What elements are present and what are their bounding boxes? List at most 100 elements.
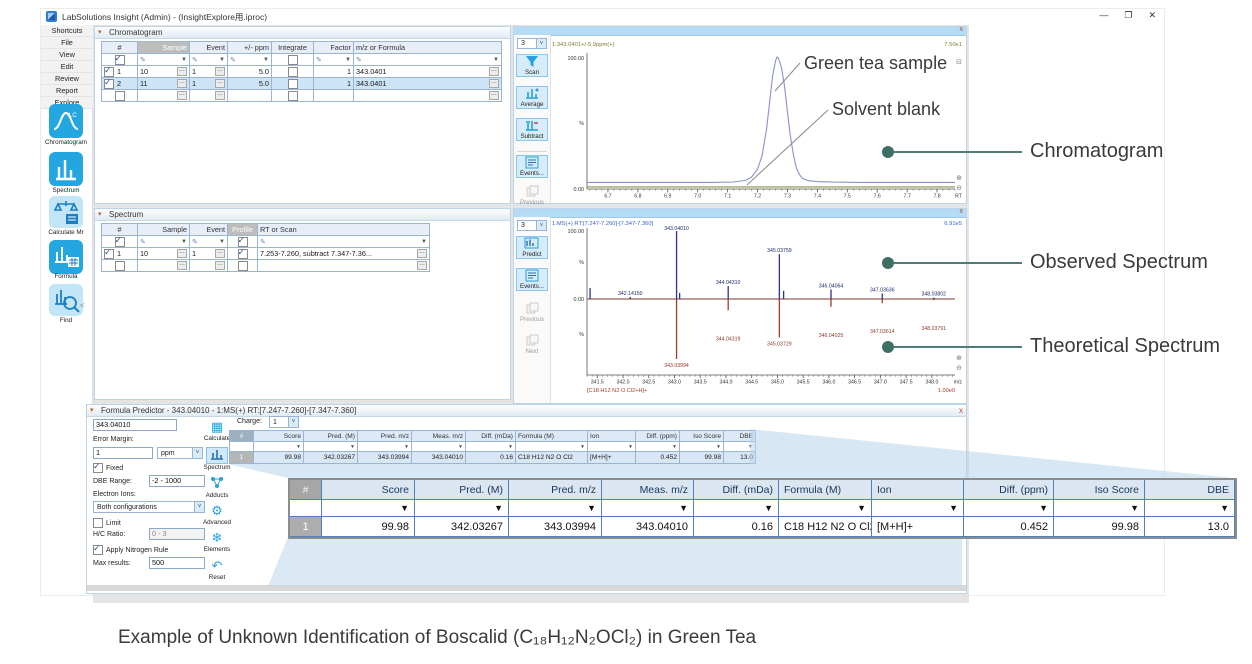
sidebar-item-report[interactable]: Report xyxy=(41,85,93,97)
header-row[interactable]: # Sample Event +/- ppm Integrate Factor m/z or… xyxy=(102,42,502,54)
empty-row[interactable] xyxy=(102,90,502,102)
filter-funnel-icon[interactable] xyxy=(508,444,513,450)
spectrum-plot[interactable]: 341.5 342.0 342.5 343.0 343.5 344.0 344.5 345.0… xyxy=(551,218,963,402)
target-mass-input[interactable]: 343.04010 xyxy=(93,419,177,431)
checkbox[interactable] xyxy=(237,248,248,259)
pencil-edit-icon[interactable] xyxy=(260,238,266,246)
events-button[interactable]: Events... xyxy=(516,268,548,291)
next-button[interactable]: Next xyxy=(516,334,548,355)
error-margin-input[interactable]: 1 xyxy=(93,447,153,459)
sidebar-item-edit[interactable]: Edit xyxy=(41,61,93,73)
filter-funnel-icon[interactable] xyxy=(679,503,688,513)
spectrum-tool-icon[interactable] xyxy=(49,152,83,186)
filter-funnel-icon[interactable] xyxy=(764,503,773,513)
ellipsis-button[interactable] xyxy=(417,249,427,258)
filter-funnel-icon[interactable] xyxy=(181,57,187,63)
collapse-triangle-icon[interactable]: ▾ xyxy=(98,29,102,36)
checkbox[interactable] xyxy=(114,236,125,247)
scan-button[interactable]: Scan xyxy=(516,54,548,77)
checkbox[interactable] xyxy=(93,518,103,528)
pencil-edit-icon[interactable] xyxy=(356,56,362,64)
table-row[interactable]: 1101 7.253-7.260, subtract 7.347-7.36... xyxy=(102,248,430,260)
events-button[interactable]: Events... xyxy=(516,155,548,178)
filter-funnel-icon[interactable] xyxy=(857,503,866,513)
find-tool-icon[interactable] xyxy=(49,284,83,316)
maximize-button[interactable]: ❐ xyxy=(1124,10,1133,20)
checkbox[interactable] xyxy=(114,260,125,271)
checkbox[interactable] xyxy=(104,78,114,89)
calculate-mr-tool-icon[interactable] xyxy=(49,196,83,228)
checkbox[interactable] xyxy=(237,260,248,271)
reset-button[interactable]: ↶ Reset xyxy=(199,557,235,581)
filter-funnel-icon[interactable] xyxy=(421,239,427,245)
filter-funnel-icon[interactable] xyxy=(350,444,355,450)
collapse-triangle-icon[interactable]: ▾ xyxy=(90,407,94,414)
filter-funnel-icon[interactable] xyxy=(628,444,633,450)
calculate-button[interactable]: ▦ Calculate xyxy=(203,419,231,442)
nitrogen-rule-checkbox-row[interactable]: Apply Nitrogen Rule xyxy=(93,543,168,555)
ellipsis-button[interactable] xyxy=(215,67,225,76)
spectrum-button[interactable]: Spectrum xyxy=(199,447,235,471)
filter-funnel-icon[interactable] xyxy=(672,444,677,450)
empty-row[interactable] xyxy=(102,260,430,272)
minimize-button[interactable]: — xyxy=(1099,10,1109,20)
sidebar-item-file[interactable]: File xyxy=(41,37,93,49)
pencil-edit-icon[interactable] xyxy=(230,56,236,64)
chromatogram-tool-icon[interactable]: LC xyxy=(49,104,83,138)
previous-button[interactable]: Previous xyxy=(516,185,548,206)
filter-funnel-icon[interactable] xyxy=(400,503,409,513)
panel-resize-bar[interactable] xyxy=(87,585,966,591)
ellipsis-button[interactable] xyxy=(215,79,225,88)
fixed-checkbox-row[interactable]: Fixed xyxy=(93,461,123,473)
collapse-triangle-icon[interactable]: ▾ xyxy=(98,211,102,218)
header-row[interactable]: # Score Pred. (M) Pred. m/z Meas. m/z Diff. (… xyxy=(230,431,756,442)
hc-ratio-input[interactable]: 0 - 3 xyxy=(149,528,205,540)
formula-tool-icon[interactable] xyxy=(49,240,83,274)
subtract-button[interactable]: Subtract xyxy=(516,118,548,141)
filter-row[interactable] xyxy=(230,442,756,452)
header-row[interactable]: # Sample Event Profile RT or Scan xyxy=(102,224,430,236)
result-row[interactable]: 1 99.98 342.03267 343.03994 343.04010 0.16 C18… xyxy=(230,452,756,464)
checkbox[interactable] xyxy=(237,236,248,247)
predict-button[interactable]: Predict xyxy=(516,236,548,259)
filter-funnel-icon[interactable] xyxy=(716,444,721,450)
checkbox[interactable] xyxy=(114,54,125,65)
checkbox[interactable] xyxy=(287,78,298,89)
previous-button[interactable]: Previous xyxy=(516,302,548,323)
ellipsis-button[interactable] xyxy=(177,249,187,258)
average-button[interactable]: Average xyxy=(516,86,548,109)
ellipsis-button[interactable] xyxy=(417,261,427,270)
ellipsis-button[interactable] xyxy=(177,91,187,100)
charge-dropdown[interactable]: 1 xyxy=(269,416,299,428)
filter-funnel-icon[interactable] xyxy=(219,57,225,63)
limit-checkbox-row[interactable]: Limit xyxy=(93,518,121,528)
checkbox[interactable] xyxy=(104,66,114,77)
filter-funnel-icon[interactable] xyxy=(219,239,225,245)
dbe-range-input[interactable]: -2 - 1000 xyxy=(149,475,205,487)
pencil-edit-icon[interactable] xyxy=(192,238,198,246)
filter-funnel-icon[interactable] xyxy=(296,444,301,450)
filter-funnel-icon[interactable] xyxy=(263,57,269,63)
filter-funnel-icon[interactable] xyxy=(580,444,585,450)
checkbox[interactable] xyxy=(93,461,103,473)
sidebar-item-shortcuts[interactable]: Shortcuts xyxy=(41,25,93,37)
trace-count-dropdown[interactable]: 3 xyxy=(517,220,547,231)
result-row[interactable]: 1 99.98 342.03267 343.03994 343.04010 0.16 C18… xyxy=(290,517,1235,537)
filter-row[interactable] xyxy=(102,54,502,66)
filter-funnel-icon[interactable] xyxy=(404,444,409,450)
elements-button[interactable]: ❄ Elements xyxy=(203,530,231,553)
close-icon[interactable]: x xyxy=(959,208,964,215)
chromatogram-plot[interactable]: 6.7 6.8 6.9 7.0 7.1 7.2 7.3 7.4 7.5 7.6 7.7 7.8 RT 10… xyxy=(551,39,963,203)
checkbox[interactable] xyxy=(114,90,125,101)
checkbox[interactable] xyxy=(104,248,114,259)
filter-funnel-icon[interactable] xyxy=(1130,503,1139,513)
close-icon[interactable]: x xyxy=(959,406,963,415)
close-icon[interactable]: x xyxy=(959,26,964,33)
ellipsis-button[interactable] xyxy=(177,261,187,270)
filter-funnel-icon[interactable] xyxy=(1039,503,1048,513)
sidebar-collapse-chevron[interactable]: < xyxy=(80,301,85,310)
checkbox[interactable] xyxy=(287,66,298,77)
filter-funnel-icon[interactable] xyxy=(587,503,596,513)
filter-funnel-icon[interactable] xyxy=(458,444,463,450)
